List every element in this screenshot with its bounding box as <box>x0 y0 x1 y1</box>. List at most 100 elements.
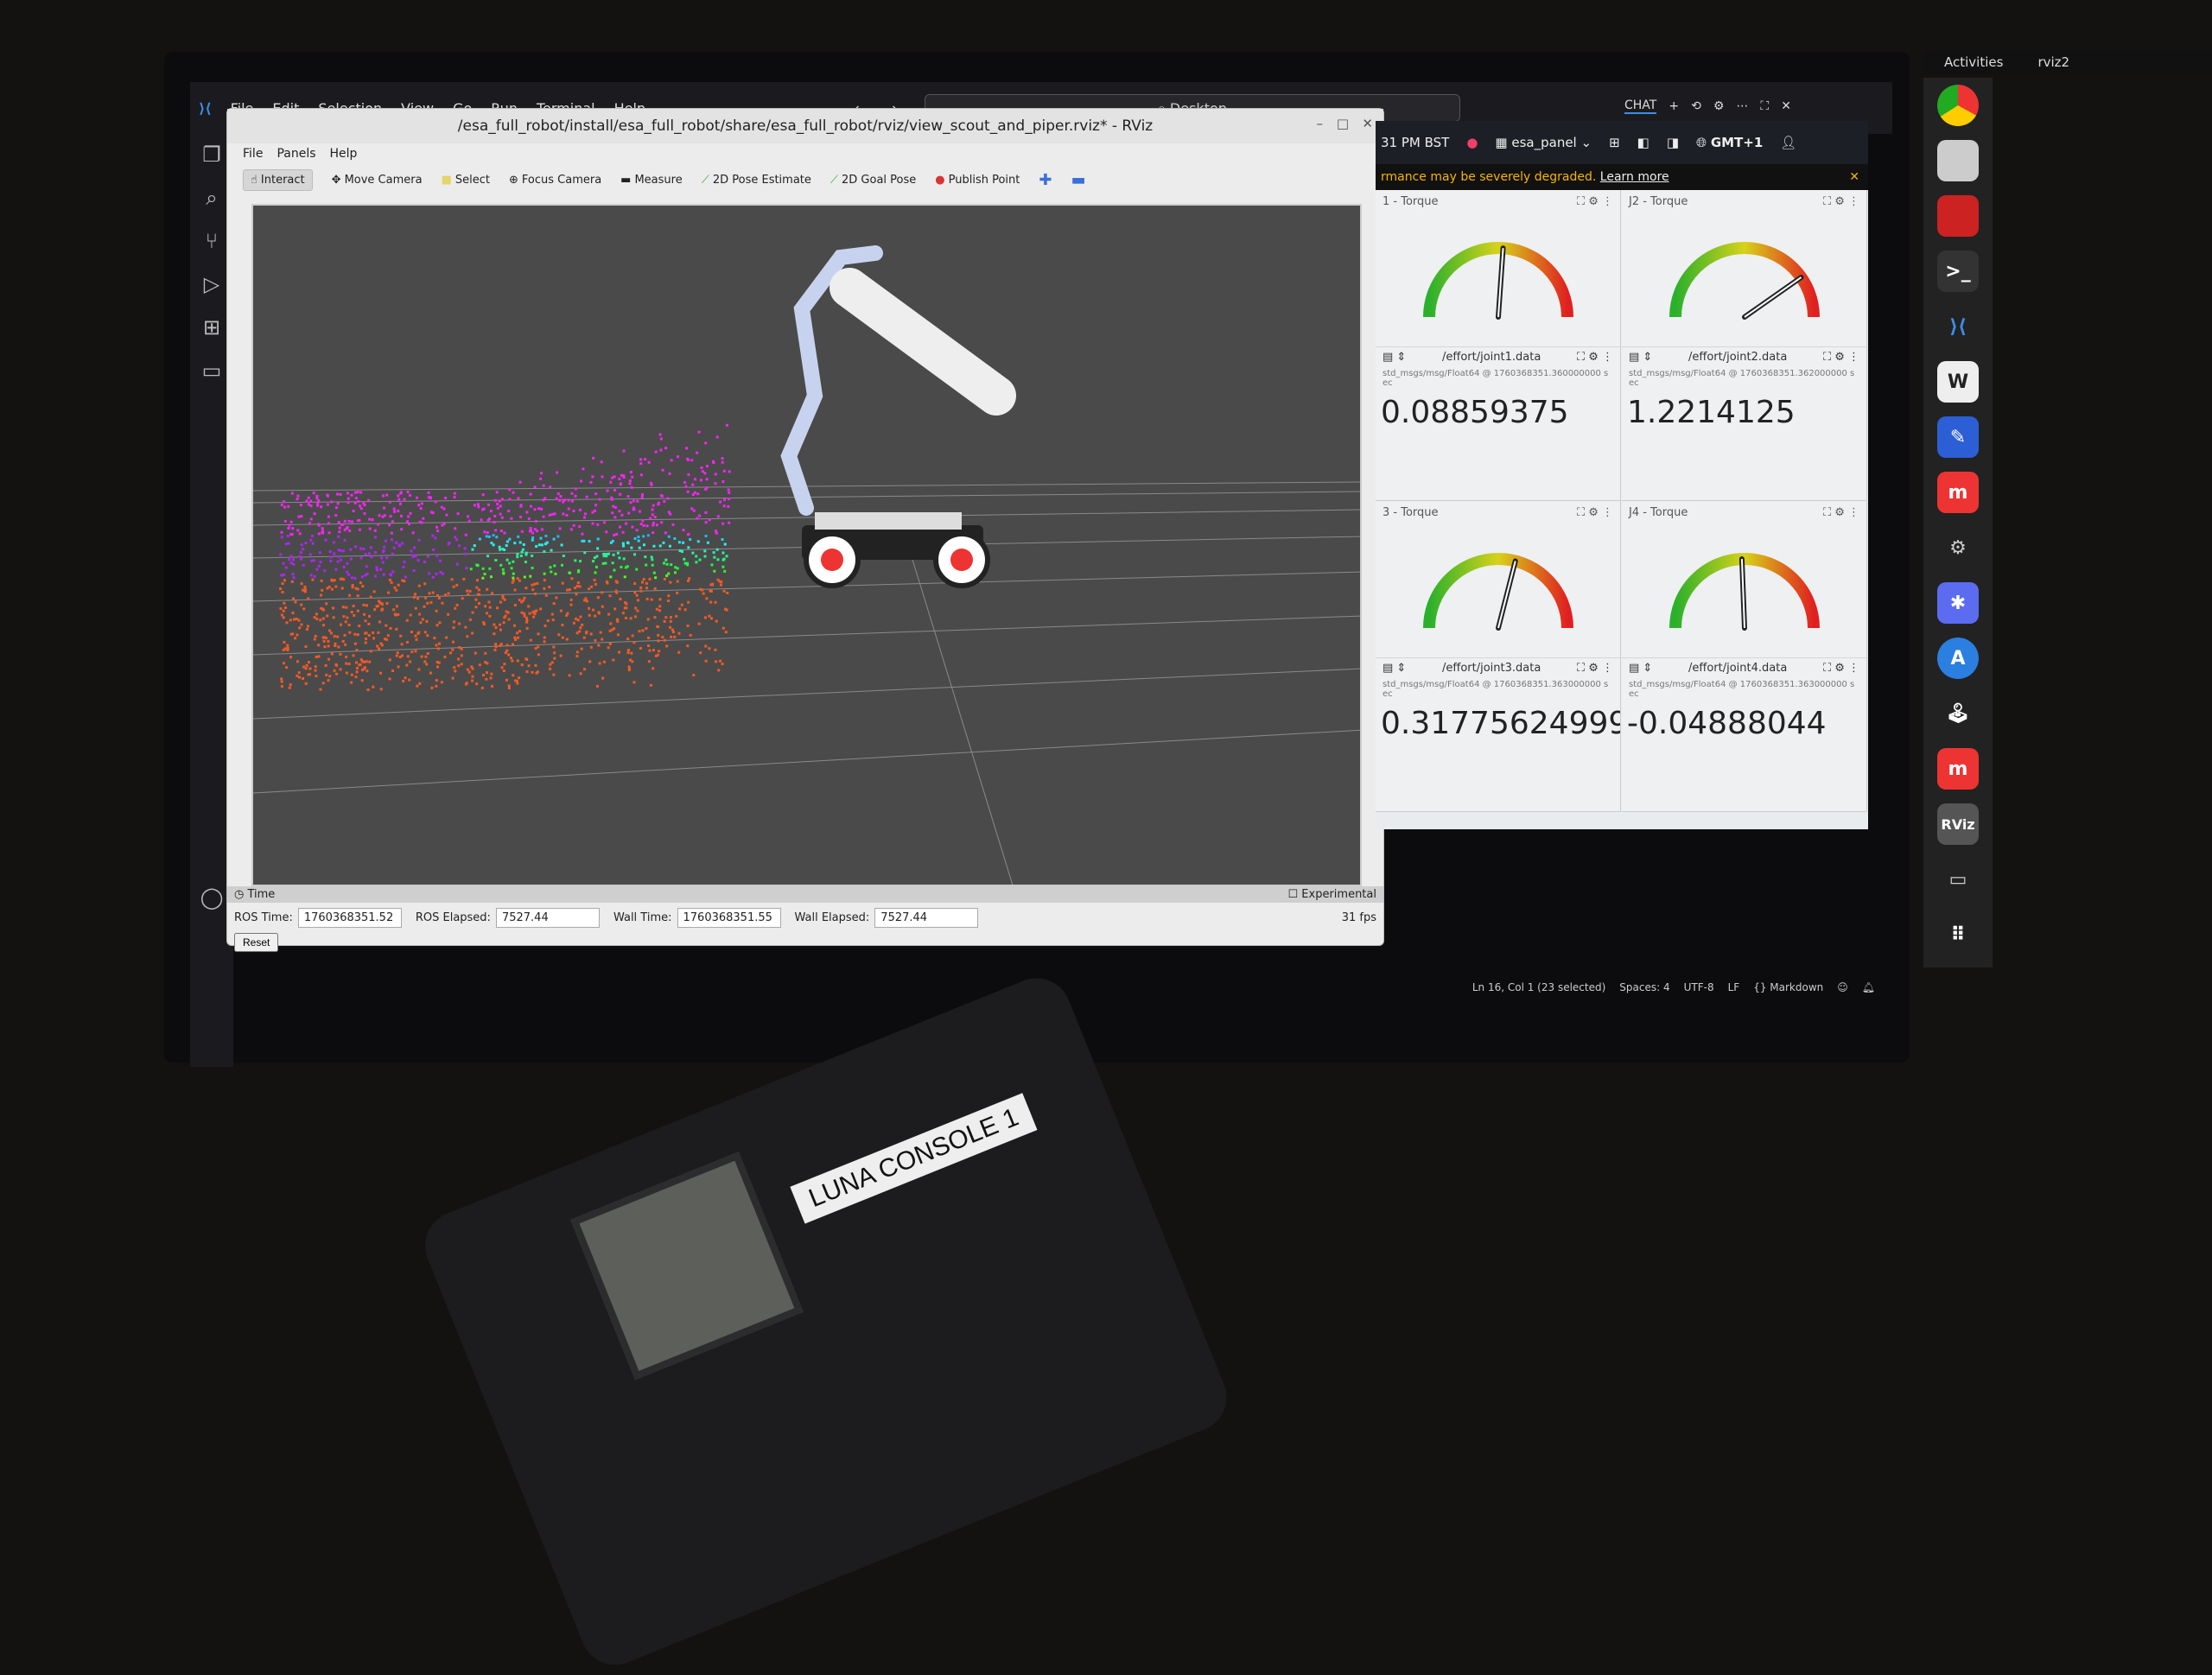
move-camera-tool[interactable]: ✥ Move Camera <box>331 173 423 187</box>
cloud-point <box>622 473 626 477</box>
app-store-icon[interactable]: A <box>1937 638 1979 679</box>
menu-panels[interactable]: Panels <box>276 147 316 161</box>
focus-camera-tool[interactable]: ⊕ Focus Camera <box>508 173 602 187</box>
robot-top-plate <box>815 512 962 530</box>
maximize-icon[interactable]: ⛶ <box>1760 98 1770 113</box>
add-panel-icon[interactable]: ⊞ <box>1609 135 1620 150</box>
add-tool-icon[interactable]: ✚ <box>1039 170 1052 189</box>
copilot-icon[interactable]: ☺ <box>1837 981 1848 993</box>
chat-tab[interactable]: CHAT <box>1624 98 1657 114</box>
cloud-point <box>499 504 502 508</box>
user-icon[interactable]: 👤︎ <box>1780 135 1797 150</box>
vscode-icon[interactable]: ⟩⟨ <box>1948 315 1967 338</box>
cloud-point <box>642 535 645 538</box>
cloud-point <box>319 619 322 622</box>
close-icon[interactable]: ✕ <box>1849 170 1859 184</box>
wall-elapsed-field[interactable]: 7527.44 <box>874 908 979 928</box>
cloud-point <box>346 497 350 500</box>
im-app-icon[interactable]: m <box>1937 472 1979 513</box>
panel-topic-icon[interactable]: ▤ ⇕ <box>1629 662 1653 675</box>
run-debug-icon[interactable]: ▷ <box>203 272 220 296</box>
activities-button[interactable]: Activities <box>1944 54 2004 70</box>
new-chat-icon[interactable]: + <box>1669 98 1680 113</box>
gear-icon[interactable]: ⚙ <box>1713 98 1725 113</box>
panel-actions[interactable]: ⛶ ⚙ ⋮ <box>1822 351 1859 364</box>
minimize-icon[interactable]: – <box>1316 116 1324 131</box>
cloud-point <box>531 588 535 592</box>
snap-icon[interactable]: ✱ <box>1937 582 1979 624</box>
cloud-point <box>421 618 424 621</box>
panel-actions[interactable]: ⛶ ⚙ ⋮ <box>1822 195 1859 208</box>
explorer-icon[interactable]: ❐ <box>202 143 221 167</box>
language-mode[interactable]: {} Markdown <box>1753 981 1824 993</box>
panel-actions[interactable]: ⛶ ⚙ ⋮ <box>1822 662 1859 675</box>
cloud-point <box>311 578 315 581</box>
chrome-icon[interactable] <box>1937 85 1979 126</box>
learn-more-link[interactable]: Learn more <box>1599 170 1669 184</box>
close-icon[interactable]: ✕ <box>1362 116 1373 131</box>
left-sidebar-icon[interactable]: ◧ <box>1637 135 1649 150</box>
rviz-icon[interactable]: RViz <box>1937 803 1979 845</box>
waveform-icon[interactable]: W <box>1937 361 1979 403</box>
select-tool[interactable]: ■ Select <box>441 173 490 187</box>
history-icon[interactable]: ⟲ <box>1691 98 1701 113</box>
menu-file[interactable]: File <box>243 147 264 161</box>
panel-topic-icon[interactable]: ▤ ⇕ <box>1382 351 1407 364</box>
more-icon[interactable]: ⋯ <box>1736 98 1749 113</box>
terminal-icon[interactable]: >_ <box>1937 251 1979 292</box>
cursor-position[interactable]: Ln 16, Col 1 (23 selected) <box>1471 981 1606 993</box>
bell-icon[interactable]: 🔔︎ <box>1861 981 1875 993</box>
line-ending[interactable]: LF <box>1727 981 1740 993</box>
ros-elapsed-field[interactable]: 7527.44 <box>495 908 600 928</box>
cloud-point <box>435 572 438 575</box>
3d-viewport[interactable] <box>251 204 1362 886</box>
panel-actions[interactable]: ⛶ ⚙ ⋮ <box>1822 506 1859 519</box>
gauge-needle-highlight <box>1744 276 1802 318</box>
reset-button[interactable]: Reset <box>234 933 279 952</box>
search-icon[interactable]: ⌕ <box>206 186 218 210</box>
remote-icon[interactable]: ▭ <box>201 358 222 383</box>
experimental-checkbox[interactable]: ☐ <box>1287 888 1302 901</box>
goal-pose-tool[interactable]: ⟋ 2D Goal Pose <box>830 173 917 187</box>
menu-help[interactable]: Help <box>329 147 358 161</box>
system-monitor-icon[interactable] <box>1937 195 1979 237</box>
publish-point-tool[interactable]: ● Publish Point <box>935 173 1020 187</box>
close-icon[interactable]: ✕ <box>1781 98 1791 113</box>
drive-icon[interactable]: ▭ <box>1948 868 1967 891</box>
layout-selector[interactable]: ▦ esa_panel ⌄ <box>1495 135 1592 150</box>
extensions-icon[interactable]: ⊞ <box>202 315 221 339</box>
maximize-icon[interactable]: □ <box>1336 116 1349 131</box>
im-app-icon[interactable]: m <box>1937 748 1979 790</box>
files-icon[interactable] <box>1937 140 1979 181</box>
panel-actions[interactable]: ⛶ ⚙ ⋮ <box>1576 506 1613 519</box>
indentation[interactable]: Spaces: 4 <box>1619 981 1670 993</box>
interact-tool[interactable]: ☝ Interact <box>243 168 313 191</box>
timezone-selector[interactable]: 🌐︎ GMT+1 <box>1696 135 1764 150</box>
settings-icon[interactable]: ⚙ <box>1949 536 1967 559</box>
app-grid-icon[interactable]: ⠿ <box>1950 923 1966 946</box>
remove-tool-icon[interactable]: ▬ <box>1071 170 1086 189</box>
cloud-point <box>300 582 303 586</box>
cloud-point <box>645 581 648 585</box>
account-icon[interactable]: ◯ <box>200 885 224 910</box>
panel-actions[interactable]: ⛶ ⚙ ⋮ <box>1576 195 1613 208</box>
source-control-icon[interactable]: ⑂ <box>205 229 219 253</box>
cloud-point <box>460 654 463 657</box>
cloud-point <box>608 642 612 645</box>
panel-topic-icon[interactable]: ▤ ⇕ <box>1629 351 1653 364</box>
encoding[interactable]: UTF-8 <box>1683 981 1714 993</box>
measure-tool[interactable]: ▬ Measure <box>620 173 683 187</box>
cloud-point <box>481 576 485 580</box>
joystick-icon[interactable]: 🕹︎ <box>1946 702 1970 725</box>
pose-estimate-tool[interactable]: ⟋ 2D Pose Estimate <box>701 173 811 187</box>
panel-topic-icon[interactable]: ▤ ⇕ <box>1382 662 1407 675</box>
cloud-point <box>451 648 454 651</box>
right-sidebar-icon[interactable]: ◨ <box>1666 135 1680 150</box>
ros-time-field[interactable]: 1760368351.52 <box>297 908 402 928</box>
text-editor-icon[interactable]: ✎ <box>1937 416 1979 458</box>
wall-time-field[interactable]: 1760368351.55 <box>677 908 781 928</box>
cloud-point <box>588 540 591 543</box>
cloud-point <box>628 667 632 670</box>
panel-actions[interactable]: ⛶ ⚙ ⋮ <box>1576 351 1613 364</box>
panel-actions[interactable]: ⛶ ⚙ ⋮ <box>1576 662 1613 675</box>
